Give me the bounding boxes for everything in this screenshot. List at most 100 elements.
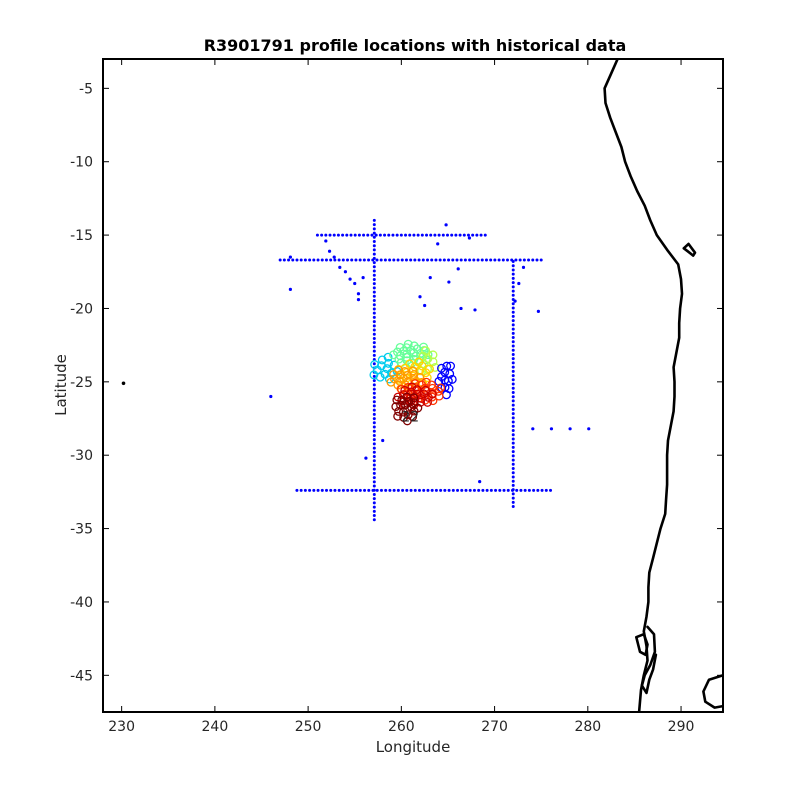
- y-tick-label: -45: [70, 668, 93, 684]
- historical-point: [388, 258, 392, 262]
- historical-point: [422, 488, 426, 492]
- historical-point: [409, 488, 413, 492]
- historical-point: [372, 497, 376, 501]
- historical-point: [372, 518, 376, 522]
- coastline-segment: [603, 59, 684, 712]
- historical-point: [481, 488, 485, 492]
- historical-point: [454, 233, 458, 237]
- historical-point: [375, 488, 379, 492]
- x-tick-label: 270: [481, 719, 508, 735]
- historical-point: [363, 488, 367, 492]
- historical-point: [532, 488, 536, 492]
- profile-location-point: [407, 382, 417, 392]
- historical-point: [337, 258, 341, 262]
- historical-point: [413, 258, 417, 262]
- profile-location-point: [394, 407, 404, 416]
- historical-point: [372, 277, 376, 281]
- historical-point: [361, 276, 365, 280]
- x-tick-label: 260: [388, 719, 415, 735]
- historical-point: [383, 233, 387, 237]
- historical-point: [401, 488, 405, 492]
- historical-point: [511, 445, 515, 449]
- historical-point: [372, 421, 376, 425]
- profile-location-point: [392, 395, 402, 405]
- historical-point: [353, 233, 357, 237]
- profile-location-point: [418, 351, 428, 361]
- historical-point: [464, 488, 468, 492]
- historical-point: [291, 258, 295, 262]
- historical-point: [511, 323, 515, 327]
- historical-point: [341, 488, 345, 492]
- profile-location-point: [409, 393, 419, 403]
- x-tick-label: 290: [668, 719, 695, 735]
- profile-location-point: [447, 374, 457, 384]
- historical-point: [458, 233, 462, 237]
- historical-point: [511, 352, 515, 356]
- historical-point: [511, 412, 515, 416]
- historical-point: [466, 233, 470, 237]
- historical-point: [372, 446, 376, 450]
- historical-point: [372, 463, 376, 467]
- profile-location-point: [427, 380, 436, 390]
- historical-point: [372, 438, 376, 442]
- historical-point: [511, 348, 515, 352]
- historical-point: [447, 488, 451, 492]
- profile-location-point: [428, 350, 438, 360]
- historical-point: [332, 255, 336, 259]
- historical-point: [485, 488, 489, 492]
- profile-location-point: [409, 341, 419, 351]
- historical-point: [511, 319, 515, 323]
- historical-point: [511, 331, 515, 335]
- historical-point: [502, 488, 506, 492]
- profile-location-point: [428, 357, 438, 367]
- historical-point: [324, 233, 328, 237]
- y-tick-label: -5: [79, 81, 93, 97]
- historical-point: [372, 450, 376, 454]
- historical-point: [356, 292, 361, 296]
- historical-point: [540, 488, 544, 492]
- historical-point: [511, 399, 515, 403]
- float-profile-locations: [369, 339, 457, 426]
- profile-location-point: [425, 364, 434, 374]
- historical-point: [511, 314, 515, 318]
- historical-point: [467, 236, 472, 240]
- historical-point: [350, 488, 354, 492]
- historical-point: [441, 233, 445, 237]
- historical-point: [350, 258, 354, 262]
- y-tick-label: -35: [70, 522, 93, 538]
- historical-point: [372, 353, 376, 357]
- historical-point: [375, 258, 379, 262]
- historical-point: [337, 488, 341, 492]
- profile-location-point: [442, 361, 452, 371]
- historical-point: [399, 233, 403, 237]
- historical-point: [372, 261, 376, 265]
- historical-point: [477, 488, 481, 492]
- historical-point: [379, 258, 383, 262]
- historical-point: [511, 475, 515, 479]
- historical-point: [372, 455, 376, 459]
- historical-point: [456, 267, 460, 271]
- historical-point: [308, 258, 312, 262]
- historical-point: [372, 395, 376, 399]
- historical-point: [511, 276, 515, 280]
- marker-point: [121, 381, 126, 386]
- historical-point: [480, 258, 484, 262]
- historical-point: [372, 341, 376, 345]
- historical-point: [288, 255, 292, 259]
- historical-point: [366, 233, 370, 237]
- historical-point: [372, 336, 376, 340]
- historical-point: [354, 488, 358, 492]
- historical-point: [511, 441, 515, 445]
- profile-location-point: [383, 352, 393, 362]
- historical-point: [417, 488, 421, 492]
- historical-point: [316, 258, 320, 262]
- historical-point: [372, 244, 376, 248]
- historical-point: [430, 258, 434, 262]
- historical-point: [511, 458, 515, 462]
- historical-point: [315, 233, 319, 237]
- historical-point: [511, 281, 515, 285]
- historical-point: [312, 258, 316, 262]
- historical-point: [506, 258, 510, 262]
- historical-point: [506, 488, 510, 492]
- historical-point: [372, 514, 376, 518]
